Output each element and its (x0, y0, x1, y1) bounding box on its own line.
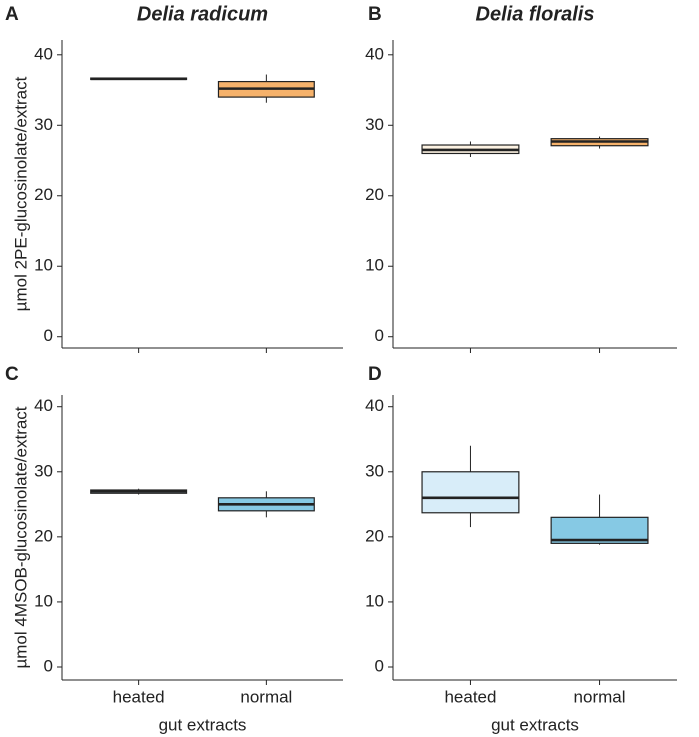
y-tick-label: 10 (34, 591, 53, 610)
y-tick-label: 40 (34, 44, 53, 63)
panel-letter: C (5, 364, 19, 385)
y-tick-label: 0 (375, 656, 384, 675)
x-axis-label: gut extracts (159, 715, 247, 734)
y-tick-label: 30 (34, 115, 53, 134)
y-tick-label: 30 (34, 461, 53, 480)
x-tick-label: normal (574, 687, 626, 706)
panel-letter: B (368, 4, 382, 25)
x-tick-label: normal (240, 687, 292, 706)
y-tick-label: 0 (44, 656, 53, 675)
box (421, 471, 520, 514)
y-tick-label: 0 (44, 326, 53, 345)
y-tick-label: 20 (34, 185, 53, 204)
y-tick-label: 20 (34, 526, 53, 545)
y-tick-label: 40 (34, 396, 53, 415)
y-tick-label: 10 (365, 591, 384, 610)
panel-title: Delia radicum (137, 3, 268, 25)
y-tick-label: 20 (365, 526, 384, 545)
panel-title: Delia floralis (476, 3, 595, 25)
y-tick-label: 10 (365, 256, 384, 275)
x-axis-label: gut extracts (491, 715, 579, 734)
y-tick-label: 40 (365, 396, 384, 415)
panel-letter: D (368, 364, 382, 385)
y-tick-label: 10 (34, 256, 53, 275)
y-tick-label: 40 (365, 44, 384, 63)
x-tick-label: heated (113, 687, 165, 706)
y-tick-label: 20 (365, 185, 384, 204)
y-tick-label: 30 (365, 115, 384, 134)
panel-letter: A (5, 4, 19, 25)
y-axis-label: µmol 2PE-glucosinolate/extract (11, 76, 30, 311)
y-tick-label: 30 (365, 461, 384, 480)
y-tick-label: 0 (375, 326, 384, 345)
y-axis-label: µmol 4MSOB-glucosinolate/extract (11, 406, 30, 668)
x-tick-label: heated (444, 687, 496, 706)
